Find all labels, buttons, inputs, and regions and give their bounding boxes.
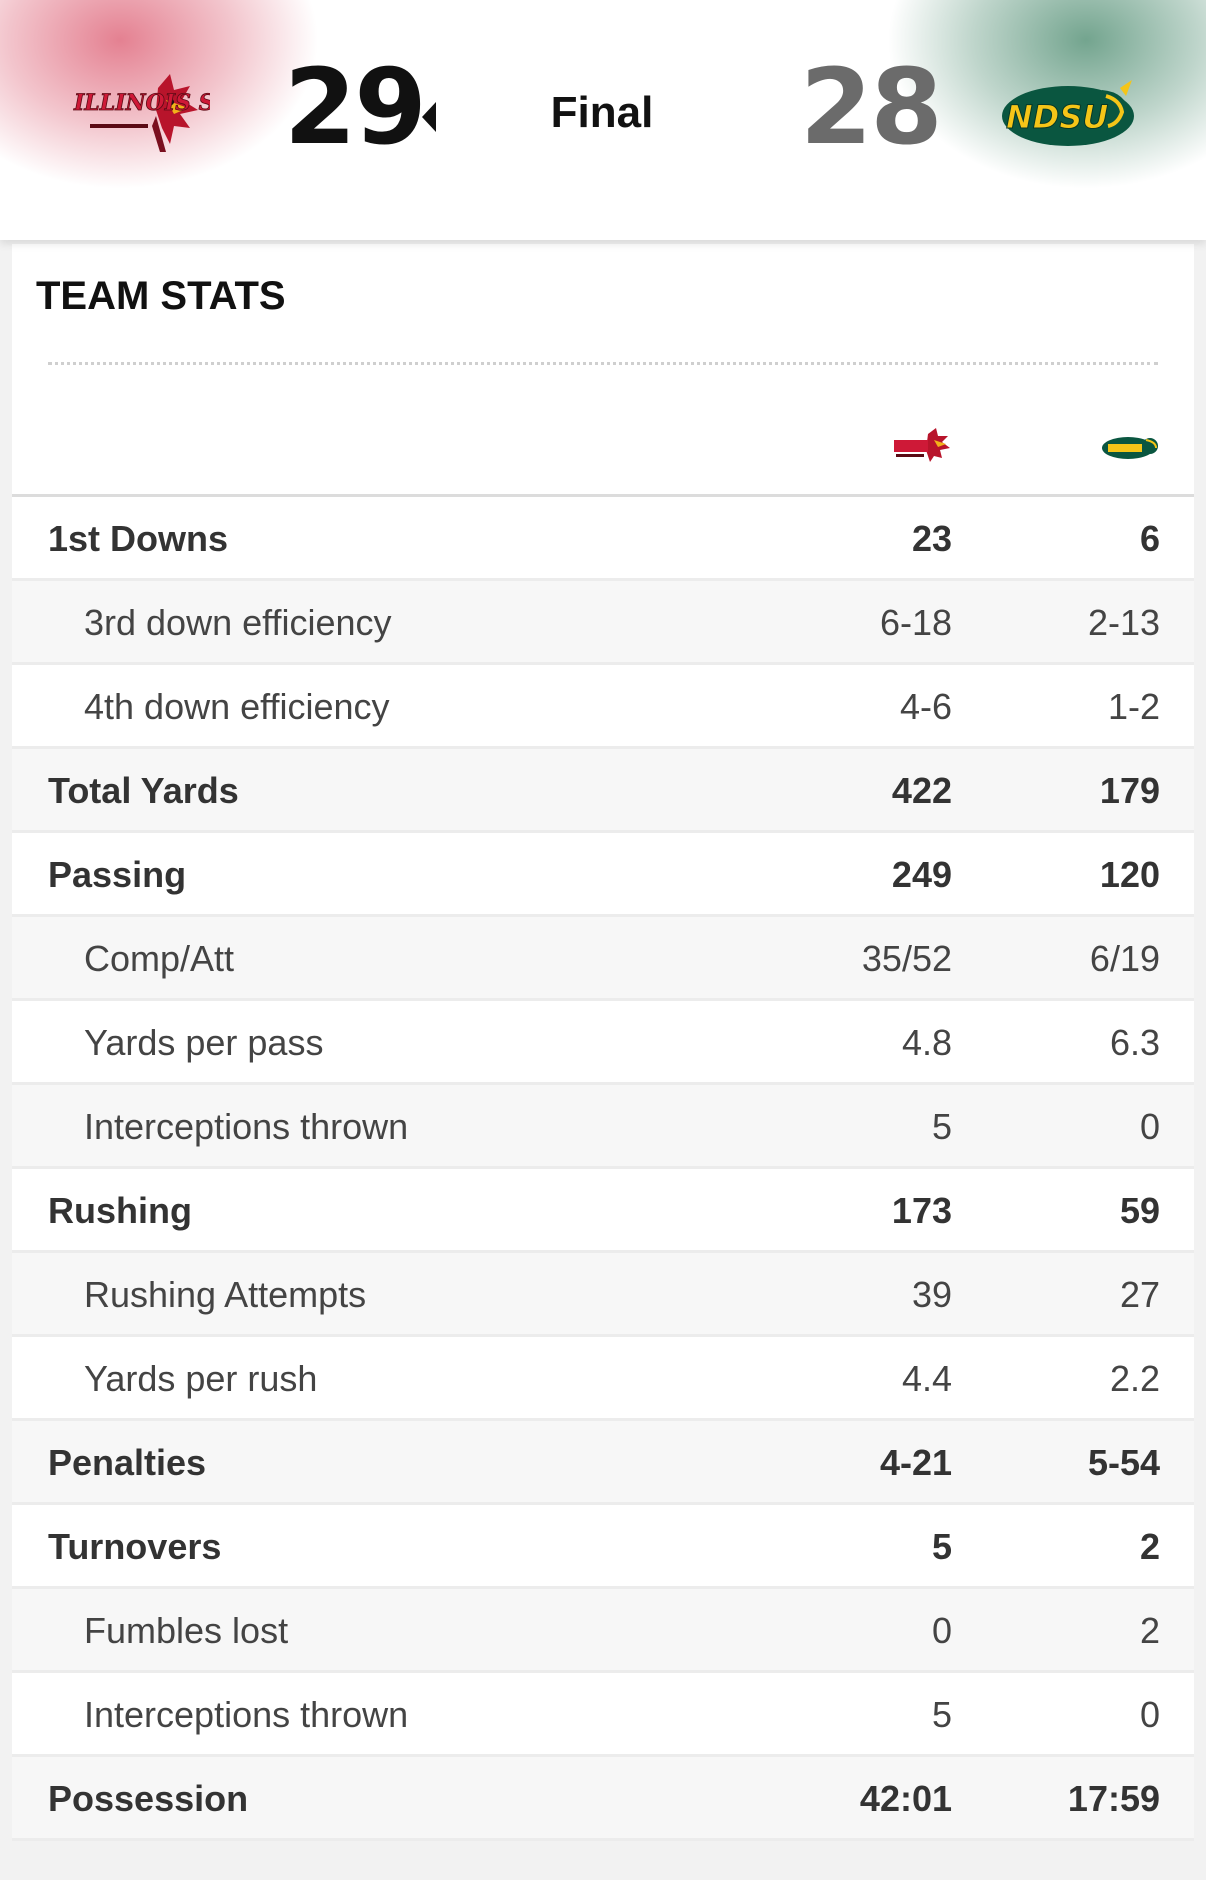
stat-value-right-team: 6 — [1139, 518, 1160, 559]
section-title: TEAM STATS — [36, 274, 286, 318]
stat-value-left-team: 4-21 — [879, 1442, 952, 1483]
stat-label: Passing — [48, 854, 187, 895]
redbird-logo-icon[interactable]: ILLINOIS STATE — [70, 70, 210, 160]
stat-row: Possession 42:01 17:59 — [12, 1757, 1194, 1841]
stat-row: Interceptions thrown 5 0 — [12, 1673, 1194, 1757]
team-right-score: 28 — [800, 46, 943, 168]
stat-row: 3rd down efficiency 6-18 2-13 — [12, 581, 1194, 665]
stat-value-left-team: 4.8 — [901, 1022, 952, 1063]
stat-value-left-team: 0 — [931, 1610, 952, 1651]
stat-label: Turnovers — [48, 1526, 222, 1567]
stat-value-left-team: 4.4 — [901, 1358, 952, 1399]
team-stats-table: 1st Downs 23 6 3rd down efficiency 6-18 2-13 4… — [12, 497, 1194, 1841]
stat-value-left-team: 39 — [911, 1274, 952, 1315]
team-stats-card — [12, 244, 1194, 1836]
stat-label: Total Yards — [48, 770, 239, 811]
triangle-left-icon — [422, 102, 436, 132]
stat-value-left-team: 6-18 — [879, 602, 952, 643]
stat-value-left-team: 4-6 — [899, 686, 952, 727]
stat-value-left-team: 5 — [931, 1106, 952, 1147]
stat-value-right-team: 6.3 — [1109, 1022, 1160, 1063]
stat-label: Interceptions thrown — [84, 1106, 409, 1147]
game-header: ILLINOIS STATE 29 Final 28 NDSU — [0, 0, 1206, 240]
stat-row: Passing 249 120 — [12, 833, 1194, 917]
divider — [48, 362, 1158, 365]
stat-value-right-team: 2.2 — [1109, 1358, 1160, 1399]
stat-label: Comp/Att — [84, 938, 235, 979]
table-header-rule — [12, 494, 1194, 497]
stat-row: 1st Downs 23 6 — [12, 497, 1194, 581]
stat-label: Yards per rush — [84, 1358, 318, 1399]
stat-label: 3rd down efficiency — [84, 602, 392, 643]
game-status: Final — [550, 88, 654, 137]
stat-value-right-team: 2-13 — [1087, 602, 1160, 643]
redbird-logo-icon — [894, 428, 950, 462]
stat-label: 1st Downs — [48, 518, 229, 559]
stat-row: Turnovers 5 2 — [12, 1505, 1194, 1589]
stat-value-right-team: 59 — [1119, 1190, 1160, 1231]
stat-value-left-team: 23 — [911, 518, 952, 559]
stat-row: Penalties 4-21 5-54 — [12, 1421, 1194, 1505]
stat-label: Rushing — [48, 1190, 192, 1231]
stat-value-right-team: 27 — [1119, 1274, 1160, 1315]
stat-value-right-team: 2 — [1139, 1610, 1160, 1651]
team-left-score: 29 — [284, 46, 427, 168]
stat-value-right-team: 179 — [1099, 770, 1160, 811]
stat-value-right-team: 120 — [1099, 854, 1160, 895]
stat-label: Rushing Attempts — [84, 1274, 367, 1315]
stat-label: Yards per pass — [84, 1022, 324, 1063]
stat-row: Yards per pass 4.8 6.3 — [12, 1001, 1194, 1085]
stat-row: Interceptions thrown 5 0 — [12, 1085, 1194, 1169]
stat-value-left-team: 173 — [891, 1190, 952, 1231]
stat-label: Interceptions thrown — [84, 1694, 409, 1735]
stat-value-left-team: 422 — [891, 770, 952, 811]
stat-row: Rushing Attempts 39 27 — [12, 1253, 1194, 1337]
stat-row: 4th down efficiency 4-6 1-2 — [12, 665, 1194, 749]
stat-value-right-team: 6/19 — [1089, 938, 1160, 979]
stat-row: Total Yards 422 179 — [12, 749, 1194, 833]
bison-logo-icon[interactable]: NDSU — [998, 70, 1138, 160]
svg-text:ILLINOIS STATE: ILLINOIS STATE — [73, 90, 210, 116]
stat-label: Fumbles lost — [84, 1610, 289, 1651]
stat-value-right-team: 2 — [1139, 1526, 1160, 1567]
stat-row: Comp/Att 35/52 6/19 — [12, 917, 1194, 1001]
stat-row: Rushing 173 59 — [12, 1169, 1194, 1253]
stat-value-right-team: 0 — [1139, 1694, 1160, 1735]
stat-value-right-team: 17:59 — [1067, 1778, 1160, 1819]
stat-value-left-team: 249 — [891, 854, 952, 895]
stat-value-right-team: 0 — [1139, 1106, 1160, 1147]
stat-value-left-team: 5 — [931, 1694, 952, 1735]
stat-row: Fumbles lost 0 2 — [12, 1589, 1194, 1673]
stat-value-left-team: 35/52 — [861, 938, 952, 979]
bison-logo-icon — [1102, 437, 1158, 459]
stat-label: Possession — [48, 1778, 249, 1819]
svg-text:NDSU: NDSU — [1006, 98, 1108, 136]
stat-label: Penalties — [48, 1442, 207, 1483]
stat-value-left-team: 42:01 — [859, 1778, 952, 1819]
stat-value-right-team: 5-54 — [1087, 1442, 1160, 1483]
stat-value-left-team: 5 — [931, 1526, 952, 1567]
stat-label: 4th down efficiency — [84, 686, 390, 727]
stat-value-right-team: 1-2 — [1107, 686, 1160, 727]
stat-row: Yards per rush 4.4 2.2 — [12, 1337, 1194, 1421]
